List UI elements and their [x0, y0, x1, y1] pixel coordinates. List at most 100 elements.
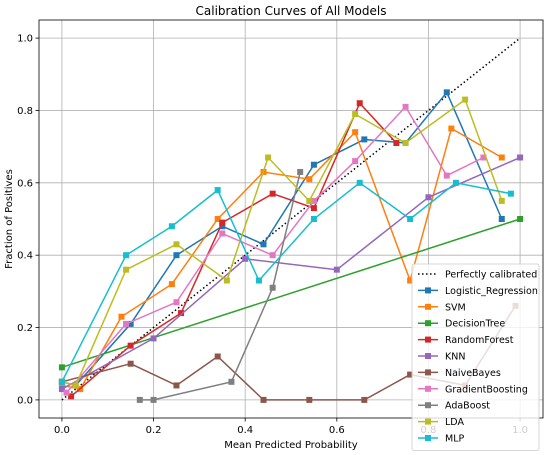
data-point — [443, 172, 450, 179]
legend-marker — [425, 418, 431, 425]
perfectly-calibrated-line — [61, 37, 521, 401]
data-point — [58, 378, 65, 385]
data-point — [269, 252, 276, 259]
data-point — [136, 396, 143, 403]
y-tick-label: 0.4 — [17, 251, 33, 262]
legend-marker — [425, 303, 431, 310]
x-axis-label: Mean Predicted Probability — [224, 440, 357, 451]
reference-line — [61, 37, 521, 401]
data-point — [402, 103, 409, 110]
legend-marker — [425, 336, 431, 343]
data-point — [68, 393, 75, 400]
y-tick-label: 0.0 — [17, 395, 33, 406]
data-point — [448, 125, 455, 132]
data-point — [498, 197, 505, 204]
legend-label: AdaBoost — [445, 401, 490, 412]
data-point — [306, 176, 313, 183]
legend-item: Logistic_Regression — [418, 286, 538, 297]
data-point — [498, 154, 505, 161]
legend-item: AdaBoost — [418, 401, 490, 412]
legend-label: NaiveBayes — [445, 368, 501, 379]
data-point — [306, 396, 313, 403]
data-point — [310, 161, 317, 168]
legend-label: GradientBoosting — [445, 384, 528, 395]
series-randomforest — [68, 100, 400, 400]
data-point — [173, 382, 180, 389]
legend-label: SVM — [445, 302, 466, 313]
legend-marker — [425, 385, 431, 392]
data-point — [214, 187, 221, 194]
legend-marker — [425, 287, 431, 294]
data-point — [356, 100, 363, 107]
data-point — [173, 241, 180, 248]
series-line — [61, 218, 521, 369]
data-point — [242, 255, 249, 262]
x-tick-label: 0.0 — [54, 425, 70, 436]
data-point — [443, 89, 450, 96]
legend-label: MLP — [445, 434, 464, 445]
data-point — [402, 140, 409, 147]
legend-item: SVM — [418, 302, 466, 313]
data-point — [310, 205, 317, 212]
legend-marker — [425, 320, 431, 327]
data-point — [462, 96, 469, 103]
y-tick-label: 0.2 — [17, 323, 33, 334]
series-gradientboosting — [63, 103, 487, 396]
data-point — [361, 136, 368, 143]
data-point — [260, 241, 267, 248]
legend-label: Perfectly calibrated — [445, 270, 537, 281]
legend-item: Perfectly calibrated — [418, 270, 537, 281]
legend-label: RandomForest — [445, 335, 514, 346]
data-point — [507, 190, 514, 197]
legend: Perfectly calibrated Logistic_Regression S… — [411, 263, 540, 451]
series-adaboost — [136, 168, 304, 403]
data-point — [517, 216, 524, 222]
data-point — [178, 310, 185, 317]
legend-marker — [425, 353, 431, 359]
y-tick-label: 0.6 — [17, 178, 33, 189]
series-line — [61, 156, 521, 390]
series-line — [61, 181, 512, 383]
x-tick-label: 0.6 — [329, 425, 345, 436]
data-point — [127, 360, 134, 367]
x-tick-label: 0.4 — [237, 425, 253, 436]
series-group — [58, 89, 524, 403]
data-point — [452, 179, 459, 186]
legend-box — [411, 263, 540, 451]
data-point — [150, 396, 157, 403]
chart-title: Calibration Curves of All Models — [196, 4, 387, 18]
data-point — [63, 389, 70, 396]
data-point — [58, 364, 65, 371]
data-point — [269, 190, 276, 197]
legend-item: RandomForest — [418, 335, 514, 346]
data-point — [223, 277, 230, 284]
data-point — [407, 216, 414, 222]
data-point — [310, 197, 317, 204]
data-point — [127, 320, 134, 327]
data-point — [393, 140, 400, 147]
data-point — [58, 382, 65, 389]
data-point — [407, 277, 414, 284]
series-decisiontree — [58, 216, 524, 371]
series-mlp — [58, 179, 514, 385]
legend-label: Logistic_Regression — [445, 286, 538, 297]
data-point — [118, 313, 125, 320]
data-point — [168, 281, 175, 288]
legend-item: NaiveBayes — [418, 368, 501, 379]
data-point — [333, 266, 340, 273]
data-point — [306, 197, 313, 204]
data-point — [425, 194, 432, 201]
data-point — [123, 252, 130, 259]
plot-frame — [38, 19, 544, 419]
legend-marker — [425, 435, 431, 441]
data-point — [219, 219, 226, 226]
data-point — [150, 335, 157, 342]
data-point — [168, 223, 175, 230]
data-point — [310, 216, 317, 222]
data-point — [407, 371, 414, 378]
legend-item: DecisionTree — [418, 319, 505, 330]
data-point — [219, 223, 226, 230]
data-point — [214, 216, 221, 222]
data-point — [219, 230, 226, 237]
